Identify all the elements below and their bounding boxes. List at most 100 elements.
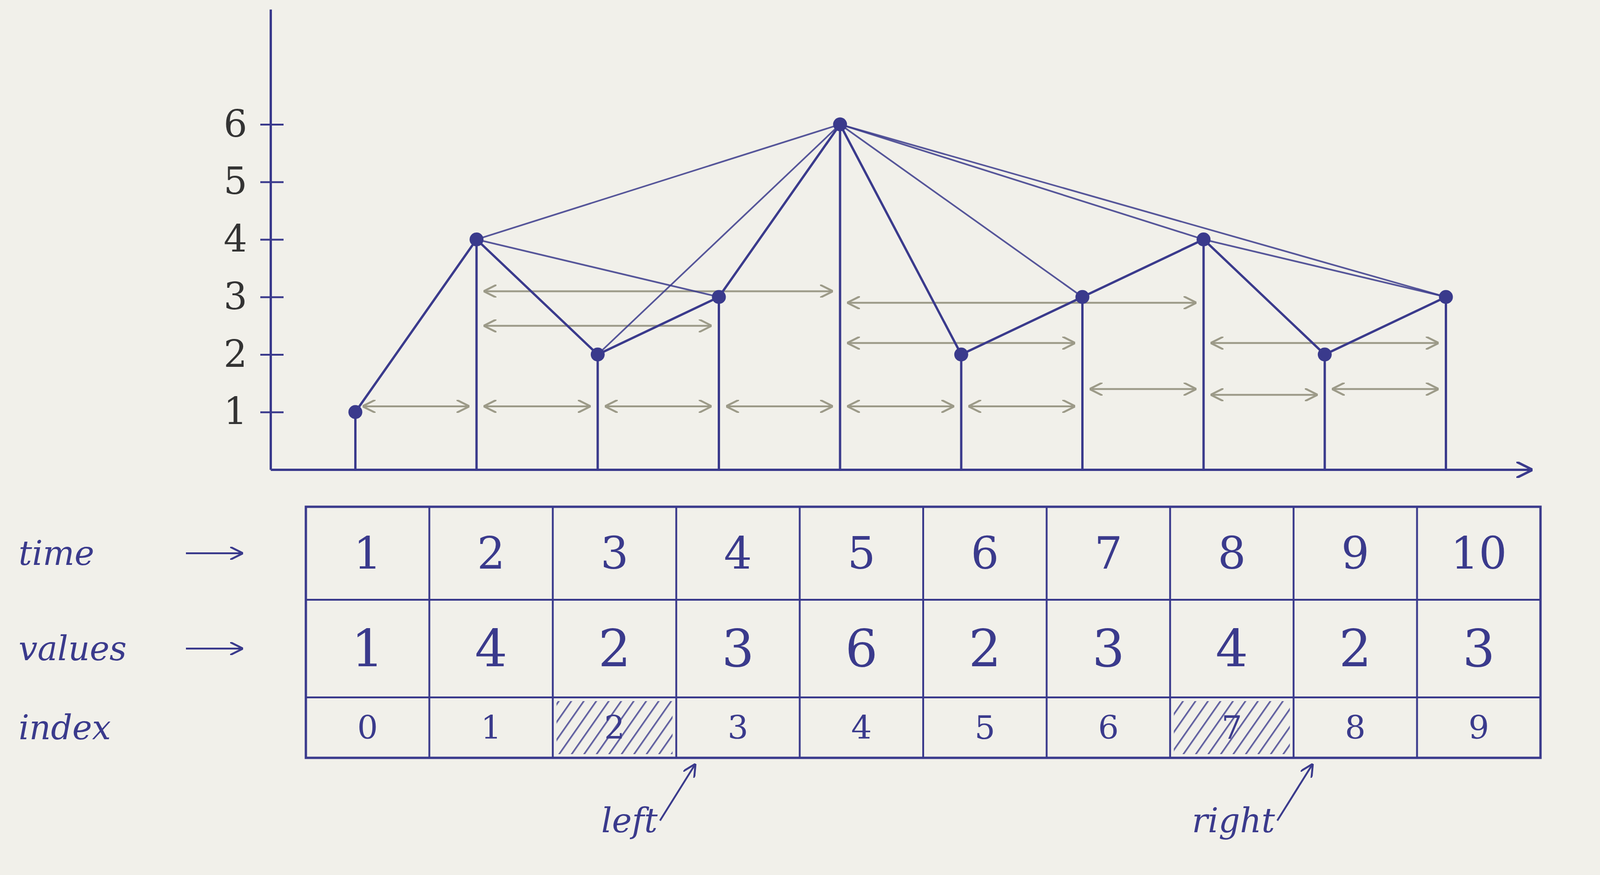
row-label: time — [18, 533, 95, 573]
span-arrow — [1211, 393, 1317, 396]
table-cell: 3 — [721, 618, 755, 679]
table-col-line — [428, 506, 431, 758]
point — [469, 232, 484, 247]
table-cell: 1 — [353, 527, 382, 579]
annotation-arrow — [1277, 764, 1313, 821]
table-col-line — [798, 506, 801, 758]
y-tick: 2 — [223, 332, 284, 376]
y-tick: 1 — [223, 389, 284, 433]
span-arrow — [1090, 388, 1196, 391]
table-cell: 1 — [480, 708, 502, 747]
annotation: right — [1191, 800, 1276, 840]
table-col-line — [551, 506, 554, 758]
row-label: index — [18, 707, 112, 748]
span-arrow — [848, 342, 1074, 344]
table-cell: 5 — [847, 527, 876, 579]
table-col-line — [922, 506, 925, 758]
table-cell: 3 — [727, 708, 749, 747]
drop-line — [839, 124, 842, 470]
link-line — [839, 124, 1204, 240]
span-arrow — [606, 405, 711, 408]
table-cell: 4 — [851, 708, 873, 747]
drop-line — [1444, 297, 1448, 470]
point — [711, 290, 726, 305]
table-cell: 6 — [1097, 708, 1119, 747]
table-cell: 7 — [1221, 708, 1243, 747]
y-axis: 1 2 3 4 5 6 — [223, 9, 284, 470]
table-cell: 3 — [600, 527, 629, 579]
table-col-line — [1169, 506, 1171, 758]
table-cell: 9 — [1468, 708, 1490, 747]
y-tick: 5 — [223, 159, 284, 203]
y-tick-mark — [260, 296, 284, 298]
row-label-arrow — [185, 647, 242, 650]
span-arrow — [848, 405, 953, 408]
link-line — [1203, 239, 1446, 298]
point — [833, 117, 847, 132]
x-axis — [271, 469, 1532, 470]
value-line — [355, 124, 1446, 413]
span-arrow — [363, 405, 469, 408]
struck-cell — [556, 700, 673, 754]
y-tick-label: 2 — [223, 332, 248, 376]
y-tick-mark — [260, 123, 284, 126]
table-cell: 7 — [1094, 527, 1123, 579]
span-arrow — [484, 290, 832, 292]
table-cell: 2 — [476, 527, 505, 579]
drop-line — [717, 297, 721, 470]
table-cell: 6 — [971, 527, 999, 579]
row-label: values — [18, 628, 127, 668]
point — [590, 347, 605, 362]
link-line — [476, 239, 719, 298]
span-arrow — [484, 405, 590, 408]
table-cell: 8 — [1217, 527, 1246, 579]
point — [1196, 232, 1211, 247]
sketch: 1 2 3 4 5 6 1 2 3 4 5 6 7 8 9 10 time 1 4 2 3 6 2 3 4 2 3 values 0 1 2… — [0, 0, 1600, 875]
table-cell: 2 — [598, 618, 631, 679]
table-cell: 2 — [604, 708, 626, 747]
table-cell: 2 — [968, 618, 1002, 679]
table-cell: 5 — [974, 708, 996, 747]
link-line — [839, 124, 1083, 298]
drop-line — [1202, 239, 1205, 470]
y-tick-mark — [260, 353, 284, 356]
drop-line — [475, 239, 478, 470]
table-cell: 2 — [1339, 618, 1372, 679]
y-tick: 4 — [223, 217, 284, 261]
point — [348, 404, 363, 419]
y-tick-mark — [260, 411, 284, 414]
table-cell: 3 — [1091, 618, 1125, 679]
span-arrow — [727, 405, 832, 408]
table-cell: 9 — [1341, 527, 1369, 579]
table-cell: 0 — [357, 708, 379, 747]
table-cell: 10 — [1450, 527, 1508, 579]
plot-area — [348, 117, 1453, 470]
table-cell: 4 — [474, 618, 508, 679]
y-tick: 3 — [223, 274, 284, 318]
point — [954, 347, 969, 362]
y-tick-mark — [260, 181, 284, 184]
y-tick-mark — [260, 238, 284, 241]
table-cell: 4 — [1215, 618, 1249, 679]
table-cell: 6 — [845, 618, 878, 679]
drop-line — [1323, 354, 1326, 470]
table-col-line — [1415, 506, 1418, 758]
span-arrow — [484, 324, 711, 327]
drop-line — [959, 354, 963, 470]
table: 12345678910time1423623423values012345678… — [18, 506, 1541, 840]
table-col-line — [675, 506, 678, 758]
y-tick: 6 — [223, 102, 284, 146]
table-cell: 1 — [351, 618, 384, 679]
link-line — [476, 124, 840, 240]
table-col-line — [1045, 506, 1048, 758]
table-cell: 3 — [1462, 618, 1495, 679]
struck-cell — [1173, 700, 1290, 754]
point — [1439, 290, 1454, 305]
y-tick-label: 3 — [223, 274, 248, 318]
span-arrow — [848, 301, 1196, 304]
drop-line — [596, 354, 599, 470]
y-tick-label: 6 — [223, 102, 248, 146]
point — [1317, 347, 1332, 362]
y-tick-label: 5 — [223, 159, 248, 203]
table-col-line — [1292, 506, 1295, 758]
